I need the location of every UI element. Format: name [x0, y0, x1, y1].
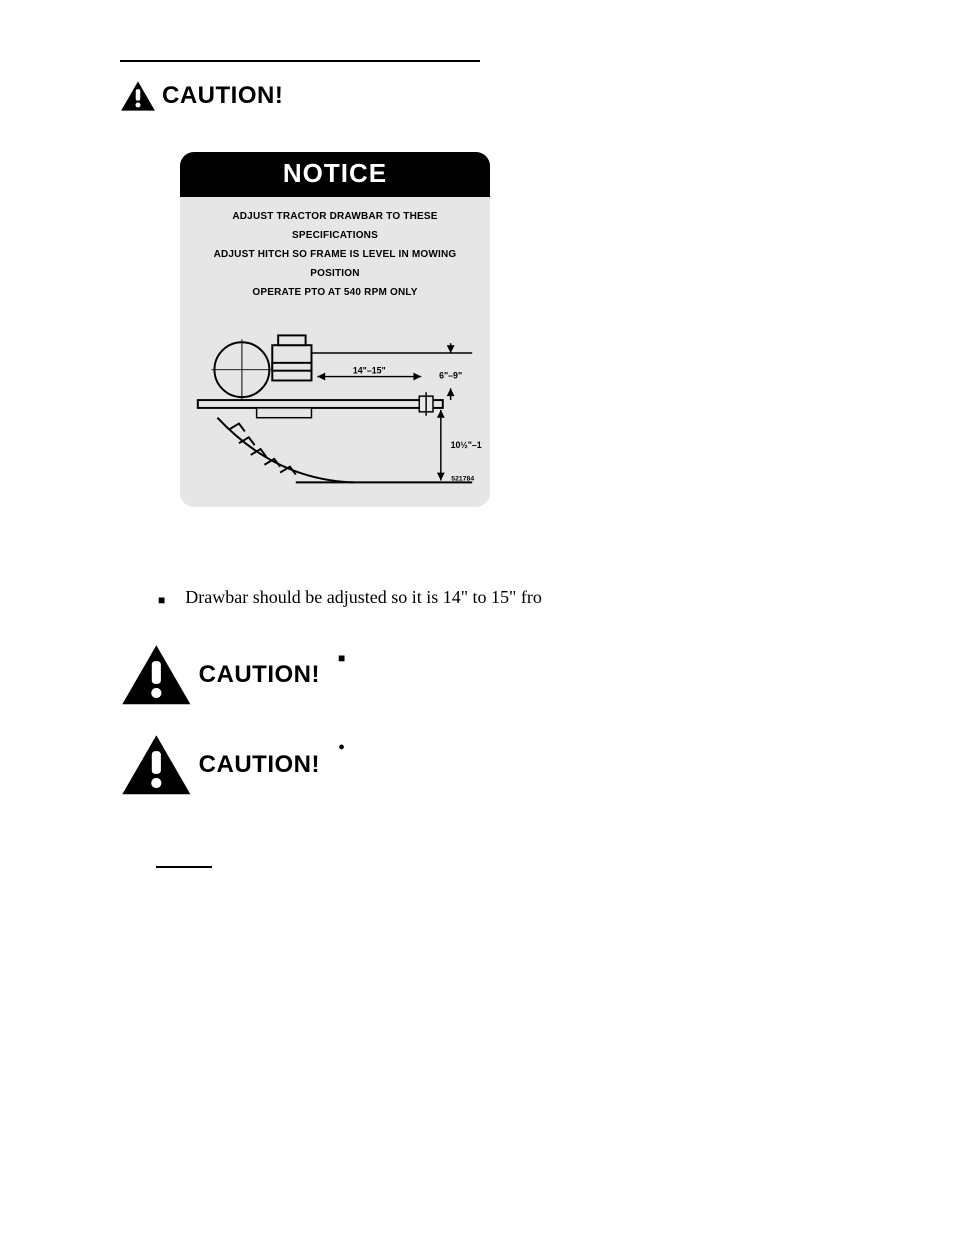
caution-label: CAUTION!: [199, 661, 320, 689]
caution-label: CAUTION!: [162, 82, 283, 110]
drawbar-diagram-icon: 14"–15" 6"–9": [188, 306, 482, 492]
caution-heading-2: CAUTION! ■: [120, 643, 844, 707]
caution-heading-3: CAUTION! •: [120, 733, 844, 797]
section-rule: [120, 60, 480, 62]
caution-heading-1: CAUTION!: [120, 80, 844, 112]
short-underline: [156, 866, 212, 868]
dim-horizontal: 14"–15": [353, 366, 386, 376]
round-bullet-icon: •: [338, 733, 345, 763]
square-bullet-icon: ■: [338, 643, 345, 673]
warning-triangle-icon: [120, 733, 193, 797]
warning-triangle-icon: [120, 80, 156, 112]
notice-line-3: OPERATE PTO AT 540 RPM ONLY: [190, 283, 480, 302]
dim-upper: 6"–9": [439, 371, 462, 381]
notice-wrap: NOTICE ADJUST TRACTOR DRAWBAR TO THESE S…: [180, 152, 844, 507]
warning-triangle-icon: [120, 643, 193, 707]
notice-instructions: ADJUST TRACTOR DRAWBAR TO THESE SPECIFIC…: [180, 197, 490, 306]
caution-label: CAUTION!: [199, 751, 320, 779]
bullet-icon: ■: [158, 587, 165, 613]
notice-diagram: 14"–15" 6"–9": [180, 306, 490, 507]
part-number: 521784: [451, 475, 474, 482]
bullet-text: Drawbar should be adjusted so it is 14" …: [185, 587, 542, 608]
notice-line-2: ADJUST HITCH SO FRAME IS LEVEL IN MOWING…: [190, 245, 480, 283]
dim-lower: 10½"–15": [451, 440, 482, 450]
notice-header: NOTICE: [180, 152, 490, 197]
bullet-block: ■ Drawbar should be adjusted so it is 14…: [158, 587, 844, 613]
notice-line-1: ADJUST TRACTOR DRAWBAR TO THESE SPECIFIC…: [190, 207, 480, 245]
notice-card: NOTICE ADJUST TRACTOR DRAWBAR TO THESE S…: [180, 152, 490, 507]
manual-page: CAUTION! NOTICE ADJUST TRACTOR DRAWBAR T…: [0, 0, 954, 1235]
bullet-row: ■ Drawbar should be adjusted so it is 14…: [158, 587, 844, 613]
